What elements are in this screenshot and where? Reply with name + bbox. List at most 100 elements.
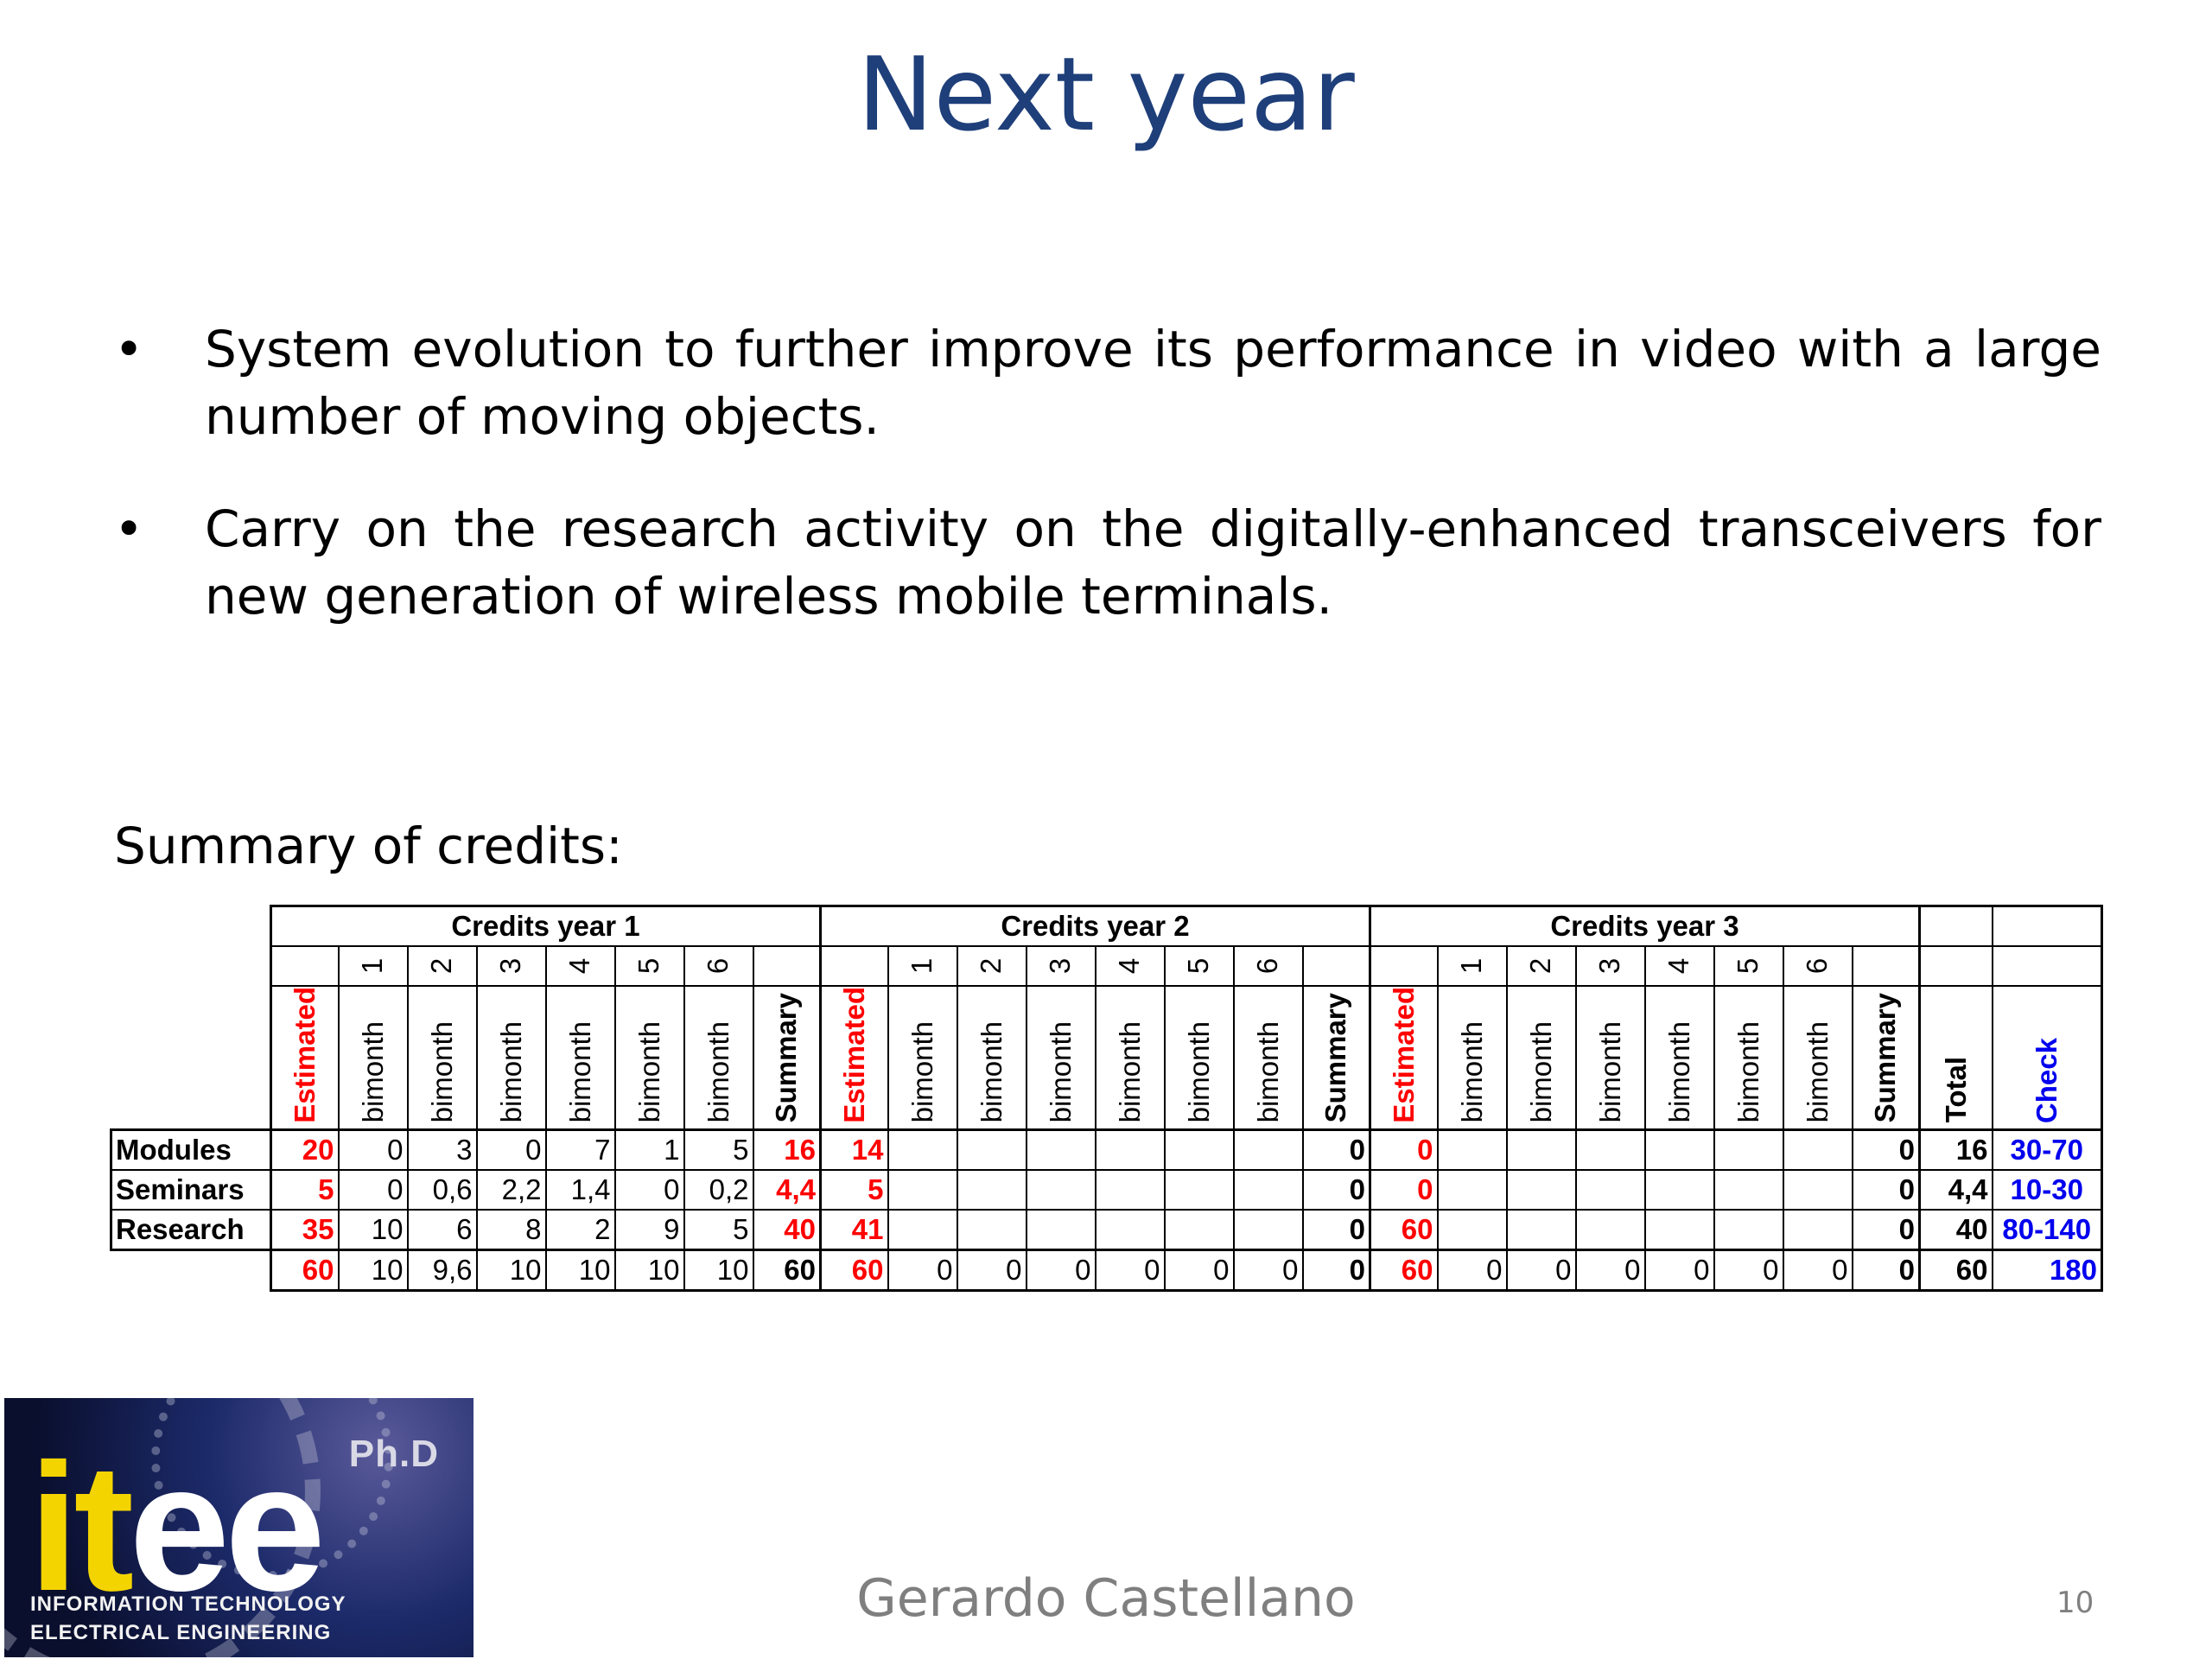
estimated-header-label: Estimated bbox=[1387, 987, 1420, 1123]
bimonth-value: 0 bbox=[1643, 1249, 1715, 1292]
bimonth-value bbox=[1505, 1168, 1577, 1211]
bimonth-header: bimonth bbox=[1505, 984, 1577, 1131]
bimonth-value bbox=[1643, 1168, 1715, 1211]
check-total-value: 180 bbox=[1991, 1249, 2103, 1292]
estimated-value: 14 bbox=[819, 1128, 889, 1171]
summary-value: 0 bbox=[1851, 1249, 1921, 1292]
bimonth-header: bimonth bbox=[683, 984, 754, 1131]
bimonth-header: bimonth bbox=[1574, 984, 1646, 1131]
summary-value: 16 bbox=[752, 1128, 822, 1171]
estimated-value: 35 bbox=[270, 1208, 340, 1251]
bimonth-header-label: bimonth bbox=[1801, 1021, 1834, 1123]
bimonth-value bbox=[956, 1128, 1027, 1171]
bimonth-value: 0,6 bbox=[406, 1168, 478, 1211]
bimonth-value: 0 bbox=[956, 1249, 1027, 1292]
total-number-blank bbox=[1918, 945, 1993, 987]
bimonth-number: 1 bbox=[1436, 945, 1508, 987]
bimonth-number: 6 bbox=[1782, 945, 1853, 987]
column-label-row: Estimated bimonth bimonth bimonth bimonth bim… bbox=[111, 984, 2103, 1131]
estimated-number-blank bbox=[819, 945, 889, 987]
bimonth-value: 1,4 bbox=[544, 1168, 616, 1211]
estimated-header: Estimated bbox=[1369, 984, 1439, 1131]
estimated-value: 60 bbox=[1369, 1249, 1439, 1292]
bimonth-value: 0 bbox=[1436, 1249, 1508, 1292]
estimated-header: Estimated bbox=[819, 984, 889, 1131]
bimonth-value bbox=[1094, 1128, 1166, 1171]
bimonth-number: 1 bbox=[887, 945, 958, 987]
summary-header-label: Summary bbox=[1319, 993, 1352, 1123]
bimonth-header: bimonth bbox=[1782, 984, 1853, 1131]
bimonth-value bbox=[1232, 1208, 1304, 1251]
table-row: Modules 20 0 3 0 7 1 5 16 14 0 0 0 16 30-70 bbox=[110, 1128, 2103, 1171]
bimonth-value bbox=[1436, 1168, 1508, 1211]
bimonth-header-label: bimonth bbox=[563, 1021, 596, 1123]
total-header: Total bbox=[1918, 984, 1993, 1131]
corner-cell bbox=[111, 946, 271, 986]
bimonth-value bbox=[1505, 1128, 1577, 1171]
bimonth-value bbox=[1713, 1168, 1784, 1211]
credits-table: Credits year 1 Credits year 2 Credits year… bbox=[110, 905, 2103, 1292]
bimonth-header: bimonth bbox=[1232, 984, 1304, 1131]
table-row: Research 35 10 6 8 2 9 5 40 41 0 60 0 40 80-140 bbox=[110, 1208, 2103, 1251]
summary-value: 0 bbox=[1851, 1168, 1921, 1211]
bimonth-number-label: 6 bbox=[1251, 957, 1284, 975]
bimonth-value: 5 bbox=[683, 1208, 754, 1251]
bimonth-value: 8 bbox=[475, 1208, 547, 1251]
check-value: 80-140 bbox=[1991, 1208, 2103, 1251]
bimonth-value: 0 bbox=[337, 1168, 409, 1211]
totals-label-blank bbox=[111, 1249, 271, 1290]
bimonth-header: bimonth bbox=[1094, 984, 1166, 1131]
row-label: Modules bbox=[110, 1128, 272, 1171]
bimonth-header: bimonth bbox=[613, 984, 685, 1131]
bimonth-value bbox=[1713, 1208, 1784, 1251]
check-value: 10-30 bbox=[1991, 1168, 2103, 1211]
check-header-blank bbox=[1991, 905, 2103, 947]
bullet-text: Carry on the research activity on the di… bbox=[205, 499, 2101, 626]
bimonth-header-label: bimonth bbox=[1251, 1021, 1284, 1123]
bimonth-value bbox=[1782, 1128, 1853, 1171]
bimonth-value: 0 bbox=[337, 1128, 409, 1171]
bimonth-header: bimonth bbox=[1163, 984, 1235, 1131]
bimonth-header-label: bimonth bbox=[906, 1021, 938, 1123]
bimonth-header-label: bimonth bbox=[1044, 1021, 1077, 1123]
bimonth-value bbox=[1643, 1128, 1715, 1171]
estimated-number-blank bbox=[270, 945, 340, 987]
summary-value: 0 bbox=[1301, 1249, 1371, 1292]
bimonth-value: 9 bbox=[613, 1208, 685, 1251]
bimonth-value bbox=[1713, 1128, 1784, 1171]
bimonth-value: 10 bbox=[544, 1249, 616, 1292]
bimonth-number-label: 4 bbox=[1662, 957, 1695, 975]
bimonth-value: 9,6 bbox=[406, 1249, 478, 1292]
bimonth-number: 6 bbox=[1232, 945, 1304, 987]
bimonth-value bbox=[1094, 1168, 1166, 1211]
bimonth-header-label: bimonth bbox=[356, 1021, 389, 1123]
total-value: 4,4 bbox=[1918, 1168, 1993, 1211]
corner-cell bbox=[111, 906, 271, 947]
bimonth-value: 5 bbox=[683, 1128, 754, 1171]
summary-number-blank bbox=[1851, 945, 1921, 987]
bimonth-value: 0 bbox=[1574, 1249, 1646, 1292]
logo-line-1: INFORMATION TECHNOLOGY bbox=[30, 1592, 346, 1616]
row-label: Seminars bbox=[110, 1168, 272, 1211]
bimonth-value bbox=[887, 1128, 958, 1171]
bimonth-number-label: 3 bbox=[494, 957, 527, 975]
bimonth-header: bimonth bbox=[887, 984, 958, 1131]
bimonth-value: 0 bbox=[1094, 1249, 1166, 1292]
bimonth-header-label: bimonth bbox=[425, 1021, 458, 1123]
summary-heading: Summary of credits: bbox=[114, 817, 623, 875]
bimonth-number: 5 bbox=[613, 945, 685, 987]
bimonth-value: 10 bbox=[683, 1249, 754, 1292]
estimated-value: 60 bbox=[1369, 1208, 1439, 1251]
bimonth-number-label: 1 bbox=[906, 957, 938, 975]
bimonth-number-label: 2 bbox=[1524, 957, 1557, 975]
estimated-value: 60 bbox=[819, 1249, 889, 1292]
bimonth-value bbox=[1782, 1168, 1853, 1211]
year-header: Credits year 3 bbox=[1369, 905, 1921, 947]
bimonth-number: 4 bbox=[544, 945, 616, 987]
check-header-label: Check bbox=[2030, 1037, 2063, 1123]
check-header: Check bbox=[1991, 984, 2103, 1131]
summary-value: 0 bbox=[1851, 1128, 1921, 1171]
bimonth-value bbox=[1574, 1128, 1646, 1171]
summary-number-blank bbox=[1301, 945, 1371, 987]
bimonth-number: 4 bbox=[1094, 945, 1166, 987]
